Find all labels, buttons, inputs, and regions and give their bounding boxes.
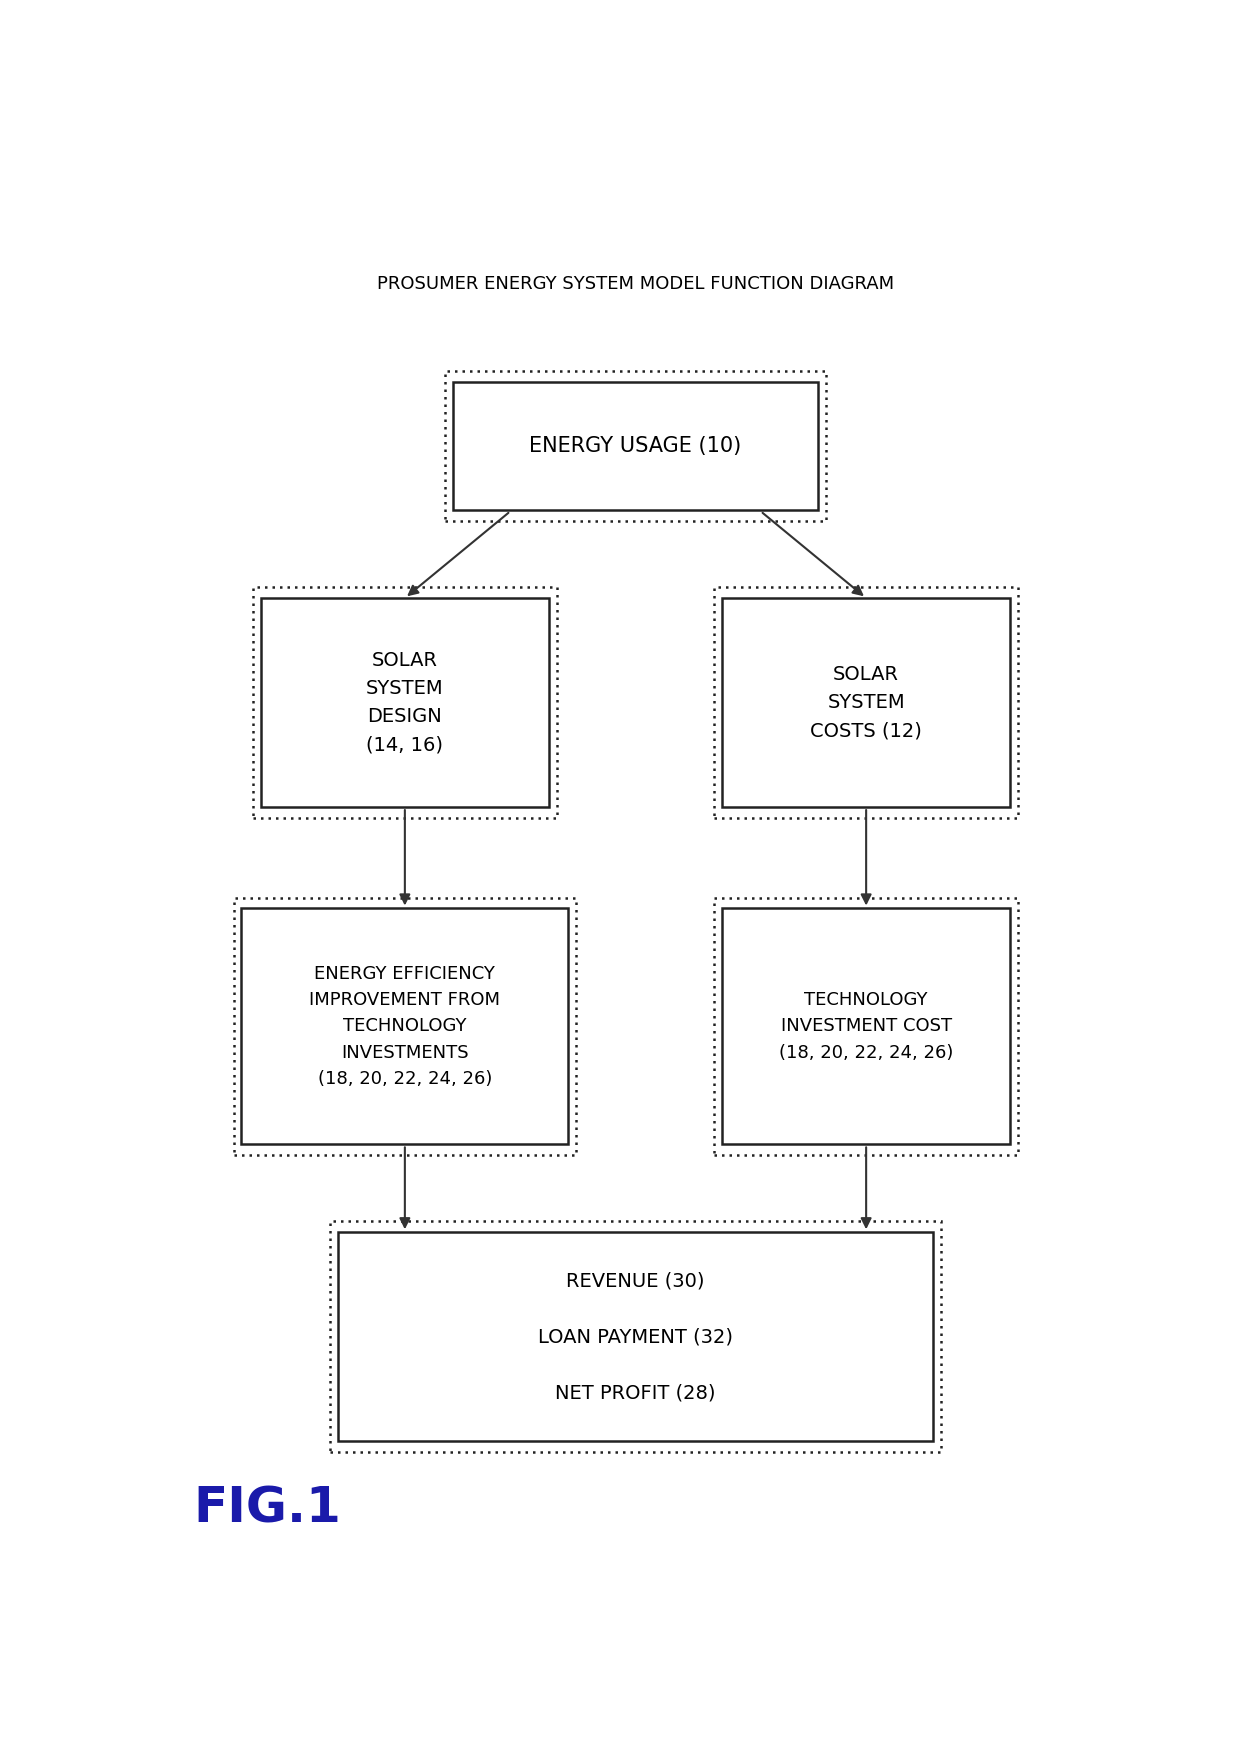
Bar [714, 587, 1018, 818]
Text: REVENUE (30)

LOAN PAYMENT (32)

NET PROFIT (28): REVENUE (30) LOAN PAYMENT (32) NET PROFI… [538, 1272, 733, 1402]
Text: PROSUMER ENERGY SYSTEM MODEL FUNCTION DIAGRAM: PROSUMER ENERGY SYSTEM MODEL FUNCTION DI… [377, 275, 894, 293]
Text: SOLAR
SYSTEM
COSTS (12): SOLAR SYSTEM COSTS (12) [810, 666, 923, 739]
Bar [714, 897, 1018, 1155]
Bar [234, 897, 575, 1155]
Text: ENERGY USAGE (10): ENERGY USAGE (10) [529, 436, 742, 456]
Text: TECHNOLOGY
INVESTMENT COST
(18, 20, 22, 24, 26): TECHNOLOGY INVESTMENT COST (18, 20, 22, … [779, 992, 954, 1062]
Bar [722, 597, 1011, 808]
Bar [445, 371, 826, 520]
Bar [242, 908, 568, 1144]
Bar [337, 1232, 934, 1442]
Text: FIG.1: FIG.1 [193, 1484, 341, 1531]
Text: SOLAR
SYSTEM
DESIGN
(14, 16): SOLAR SYSTEM DESIGN (14, 16) [366, 652, 444, 753]
Bar [453, 382, 818, 510]
Text: ENERGY EFFICIENCY
IMPROVEMENT FROM
TECHNOLOGY
INVESTMENTS
(18, 20, 22, 24, 26): ENERGY EFFICIENCY IMPROVEMENT FROM TECHN… [309, 965, 501, 1088]
Bar [722, 908, 1011, 1144]
Bar [260, 597, 549, 808]
Bar [253, 587, 557, 818]
Bar [330, 1221, 941, 1452]
